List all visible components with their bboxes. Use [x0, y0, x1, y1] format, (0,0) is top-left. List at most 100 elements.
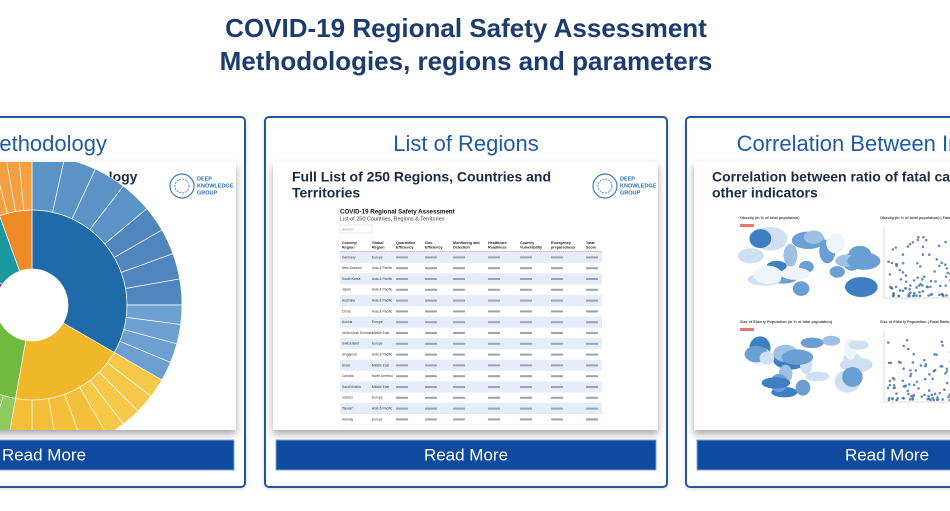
scatter-dot: [902, 367, 905, 370]
carousel: MethodologyFramework and MethodologyDEEP…: [0, 116, 950, 488]
scatter-dot: [945, 367, 949, 371]
cell-placeholder: [396, 332, 408, 334]
table-row: [340, 273, 602, 285]
scatter-dot: [909, 291, 912, 295]
table-header: Total: [586, 241, 595, 245]
table-cell: North America: [372, 374, 393, 378]
cell-placeholder: [396, 256, 408, 259]
scatter-dot: [927, 294, 930, 297]
scatter-dot: [897, 294, 900, 298]
scatter-dot: [922, 235, 925, 239]
table-cell: United Arab Emirates: [342, 331, 374, 335]
scatter-dot: [919, 364, 923, 367]
scatter-dot: [895, 264, 898, 268]
scatter-dot: [916, 238, 920, 242]
table-header: Efficiency: [425, 245, 443, 249]
map-blob: [845, 276, 878, 297]
read-more-button[interactable]: [275, 439, 657, 471]
cell-placeholder: [586, 278, 598, 280]
cell-placeholder: [520, 278, 532, 280]
table-header: Global: [372, 241, 383, 245]
scatter-dot: [910, 394, 913, 398]
table-row: [340, 252, 602, 263]
cell-placeholder: [425, 267, 437, 270]
cell-placeholder: [453, 310, 465, 313]
table-row: [340, 262, 602, 274]
table-row: [340, 381, 602, 393]
scatter-dot: [944, 240, 947, 244]
map-legend: [740, 328, 754, 331]
scatter-dot: [937, 244, 941, 248]
cell-placeholder: [586, 310, 598, 313]
cell-placeholder: [453, 332, 465, 334]
scatter-dot: [933, 368, 937, 372]
scatter-dot: [935, 257, 939, 261]
table-cell: Switzerland: [342, 342, 359, 346]
cell-placeholder: [488, 407, 500, 410]
scatter-dot: [921, 253, 925, 256]
read-more-label[interactable]: Read More: [845, 445, 929, 464]
cell-placeholder: [453, 288, 465, 291]
scatter-dot: [892, 292, 895, 295]
card: List of Regions Full List of 250 Regions,…: [264, 116, 668, 488]
scatter-dot: [927, 397, 931, 401]
scatter-dot: [909, 368, 912, 372]
scatter-dot: [911, 241, 915, 244]
cell-placeholder: [396, 396, 408, 399]
sunburst-segment: [19, 162, 33, 211]
cell-placeholder: [396, 418, 408, 421]
map-blob: [759, 351, 775, 365]
scatter-dot: [919, 282, 922, 286]
cell-placeholder: [425, 386, 437, 388]
cell-placeholder: [453, 418, 465, 421]
scatter-dot: [940, 292, 944, 296]
cell-placeholder: [551, 342, 563, 345]
table-cell: Middle East: [372, 331, 389, 335]
scatter-dot: [912, 352, 916, 356]
table-cell: Asia & Pacific: [372, 288, 393, 292]
scatter-dot: [914, 369, 918, 372]
scatter-dot: [890, 261, 894, 265]
read-more-label[interactable]: Read More: [2, 445, 86, 464]
search-box[interactable]: [339, 224, 373, 234]
cell-placeholder: [396, 364, 408, 367]
cell-placeholder: [396, 353, 408, 356]
read-more-button[interactable]: [696, 439, 950, 471]
read-more-button[interactable]: [0, 439, 235, 471]
card-subheading: Full List of 250 Regions, Countries and: [292, 169, 551, 185]
map-blob: [842, 367, 863, 387]
table-title: COVID-19 Regional Safety Assessment: [340, 209, 455, 216]
cell-placeholder: [396, 321, 408, 324]
logo-mark: [174, 178, 190, 194]
scatter-dot: [917, 235, 920, 239]
cell-placeholder: [425, 321, 437, 324]
cell-placeholder: [453, 256, 465, 259]
scatter-dot: [944, 275, 948, 278]
scatter-dot: [896, 397, 899, 400]
scatter-dot: [899, 361, 902, 364]
scatter-dot: [909, 372, 913, 376]
table-row: [340, 316, 602, 328]
scatter-dot: [941, 398, 944, 401]
read-more-label[interactable]: Read More: [424, 445, 508, 464]
scatter-dot: [909, 284, 912, 287]
cell-placeholder: [425, 332, 437, 334]
scatter-dot: [941, 344, 944, 347]
cell-placeholder: [453, 321, 465, 324]
cell-placeholder: [551, 310, 563, 313]
cell-placeholder: [425, 364, 437, 367]
cell-placeholder: [586, 256, 598, 259]
scatter-dot: [902, 344, 905, 348]
scatter-dot: [922, 275, 926, 279]
scatter-dot: [921, 290, 925, 293]
scatter-dot: [902, 397, 906, 400]
table-subtitle: List of 250 Countries, Regions & Territo…: [340, 216, 445, 222]
table-header: Emergency: [551, 241, 572, 245]
scatter-dot: [887, 396, 891, 400]
table-row: [340, 370, 602, 382]
cell-placeholder: [520, 386, 532, 388]
map-blob: [847, 252, 881, 270]
scatter-dot: [927, 395, 930, 398]
card-subheading: other indicators: [712, 185, 818, 201]
